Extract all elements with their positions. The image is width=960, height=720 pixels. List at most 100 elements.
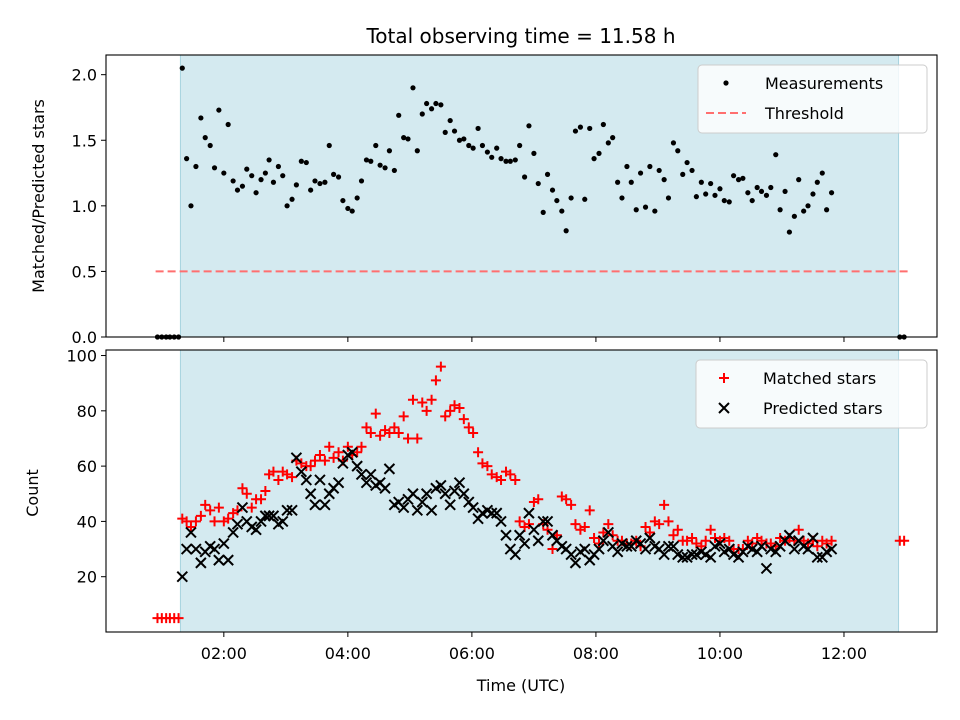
measurement-point — [782, 188, 788, 195]
matched-star-point — [384, 427, 395, 438]
measurement-point — [470, 145, 476, 151]
x-tick-label: 12:00 — [821, 644, 867, 663]
legend-box — [695, 359, 928, 429]
matched-star-point — [584, 505, 595, 516]
matched-star-point — [223, 513, 234, 524]
matched-star-point — [430, 375, 441, 386]
legend-label: Predicted stars — [763, 399, 883, 418]
measurement-point — [230, 178, 236, 184]
matched-star-point — [654, 519, 665, 530]
predicted-star-point — [444, 499, 456, 511]
matched-star-point — [514, 516, 525, 527]
measurement-point — [216, 107, 222, 113]
matched-star-point — [687, 533, 698, 543]
predicted-star-point — [439, 488, 451, 500]
predicted-star-point — [807, 532, 819, 544]
matched-star-point — [705, 524, 716, 535]
matched-star-point — [287, 472, 298, 483]
measurement-point — [605, 140, 611, 146]
measurement-point — [244, 166, 250, 172]
matched-star-point — [237, 483, 248, 494]
measurement-point — [239, 183, 246, 189]
matched-star-point — [505, 469, 516, 480]
measurement-point — [198, 115, 204, 121]
measurement-point — [554, 197, 560, 204]
predicted-star-point — [500, 529, 512, 541]
measurement-point — [405, 136, 411, 142]
predicted-star-point — [416, 496, 428, 508]
measurement-point — [698, 179, 704, 185]
measurement-point — [225, 121, 231, 128]
measurement-point — [249, 173, 255, 179]
measurement-point — [433, 100, 439, 107]
matched-star-point — [594, 538, 605, 549]
measurement-point — [202, 135, 208, 141]
matched-star-point — [403, 433, 414, 444]
matched-star-point — [398, 411, 409, 422]
matched-star-point — [496, 474, 507, 485]
measurement-point — [322, 179, 328, 185]
predicted-star-point — [185, 526, 197, 539]
predicted-star-point — [621, 540, 633, 553]
matched-star-point — [195, 510, 206, 521]
predicted-star-point — [532, 535, 544, 547]
matched-star-point — [256, 494, 267, 505]
predicted-star-point — [319, 499, 331, 511]
measurement-point — [735, 177, 742, 183]
predicted-star-point — [355, 468, 368, 481]
measurement-point — [428, 106, 435, 112]
measurement-point — [221, 170, 227, 176]
matched-star-point — [314, 450, 325, 461]
predicted-star-point — [267, 510, 280, 522]
measurement-point — [549, 187, 556, 193]
predicted-star-point — [407, 488, 419, 500]
matched-star-point — [473, 447, 484, 458]
legend-marker-dot — [723, 80, 729, 86]
y-tick-label: 40 — [77, 512, 97, 531]
measurement-point — [386, 148, 393, 154]
measurement-point — [358, 178, 365, 184]
measurement-point — [717, 186, 723, 192]
measurement-point — [791, 213, 797, 219]
predicted-star-point — [314, 474, 326, 486]
matched-star-point — [309, 455, 320, 466]
measurement-point — [456, 137, 463, 143]
predicted-star-point — [195, 557, 207, 569]
matched-star-point — [185, 521, 196, 532]
predicted-star-point — [704, 551, 717, 564]
predicted-star-point — [425, 504, 438, 517]
predicted-star-point — [662, 540, 675, 553]
predicted-star-point — [236, 501, 249, 514]
measurement-point — [652, 208, 658, 214]
measurement-point — [253, 190, 259, 196]
matched-star-point — [333, 447, 344, 458]
measurement-point — [522, 174, 528, 180]
measurement-point — [633, 207, 639, 213]
matched-star-point — [421, 405, 432, 416]
matched-star-point — [173, 613, 184, 624]
predicted-star-point — [263, 510, 275, 522]
measurement-point — [280, 173, 286, 179]
predicted-star-point — [190, 543, 202, 555]
matched-star-point — [412, 433, 423, 444]
predicted-star-point — [811, 551, 824, 564]
measurement-point — [363, 157, 370, 163]
measurement-point — [661, 177, 667, 183]
measurement-point — [670, 140, 677, 146]
predicted-star-point — [509, 548, 522, 561]
measurement-point — [647, 163, 653, 170]
predicted-star-point — [597, 535, 610, 547]
measurement-point — [740, 175, 746, 181]
legend-box — [697, 64, 928, 134]
measurement-point — [814, 179, 820, 185]
measurement-point — [721, 197, 727, 204]
predicted-star-point — [825, 543, 838, 555]
measurement-point — [451, 128, 458, 134]
y-tick-label: 20 — [77, 568, 97, 587]
predicted-star-point — [486, 507, 498, 519]
measurement-point — [828, 190, 835, 196]
predicted-star-point — [644, 532, 656, 544]
predicted-star-point — [218, 537, 230, 550]
matched-star-point — [510, 474, 521, 485]
predicted-star-point — [490, 507, 503, 519]
